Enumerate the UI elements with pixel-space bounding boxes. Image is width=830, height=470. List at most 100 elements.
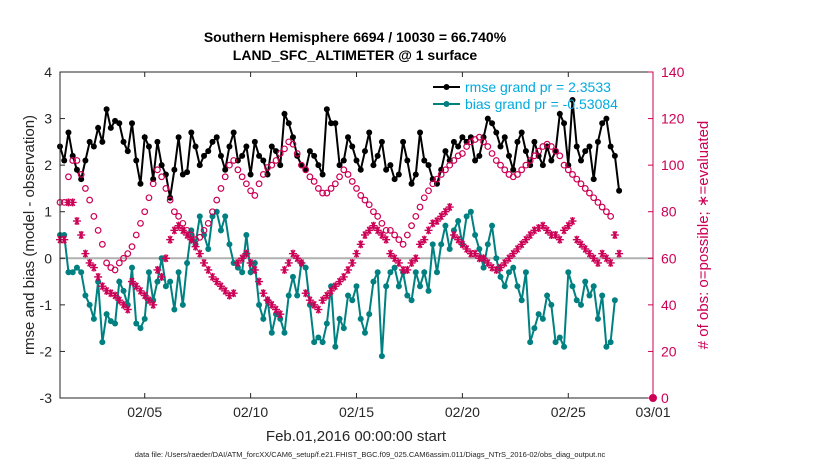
possible-point	[573, 175, 581, 183]
evaluated-point	[200, 258, 209, 267]
data-point	[586, 292, 593, 299]
x-tick-label: 02/10	[233, 404, 268, 420]
possible-point	[65, 173, 72, 181]
possible-point	[137, 219, 144, 227]
evaluated-point	[136, 286, 145, 295]
data-point	[531, 138, 538, 145]
data-point	[383, 166, 390, 173]
evaluated-point	[420, 235, 429, 244]
data-point	[357, 315, 364, 322]
possible-point	[314, 185, 322, 192]
evaluated-point	[589, 254, 598, 263]
possible-point	[399, 240, 407, 248]
possible-point	[166, 196, 174, 204]
possible-point	[437, 171, 445, 178]
evaluated-point	[314, 305, 323, 314]
chart-title: Southern Hemisphere 6694 / 10030 = 66.74…	[204, 29, 507, 45]
possible-point	[514, 171, 521, 178]
evaluated-point	[288, 249, 297, 258]
possible-point	[162, 185, 170, 192]
evaluated-point	[191, 242, 200, 251]
data-point	[243, 232, 250, 238]
possible-point	[531, 152, 538, 160]
possible-point	[552, 147, 559, 155]
data-point	[133, 157, 140, 164]
evaluated-point	[437, 212, 446, 221]
data-point	[315, 334, 322, 341]
y2-tick-label: 0	[661, 390, 669, 406]
possible-point	[535, 147, 543, 155]
possible-point	[319, 189, 327, 197]
evaluated-point	[348, 258, 357, 267]
data-point	[179, 301, 186, 308]
data-point	[531, 325, 538, 332]
data-point	[484, 115, 491, 122]
possible-point	[268, 161, 276, 169]
data-point	[556, 334, 563, 341]
data-point	[484, 241, 491, 248]
data-point	[505, 269, 512, 276]
y-tick-label: 0	[44, 250, 52, 266]
data-point	[497, 273, 504, 280]
data-point	[395, 283, 402, 290]
possible-point	[425, 187, 432, 195]
data-point	[599, 292, 606, 299]
possible-point	[132, 231, 140, 239]
y-tick-label: -2	[40, 343, 53, 359]
data-point	[611, 297, 618, 304]
evaluated-point	[407, 258, 416, 267]
data-point	[315, 162, 322, 169]
possible-point	[306, 173, 314, 181]
possible-point	[196, 233, 204, 241]
possible-point	[293, 150, 301, 157]
data-point	[421, 157, 428, 164]
data-point	[205, 148, 212, 155]
evaluated-point	[310, 300, 319, 309]
data-point	[256, 301, 263, 308]
data-point	[328, 120, 335, 127]
evaluated-point	[144, 296, 153, 305]
evaluated-point	[216, 282, 225, 291]
possible-point	[450, 157, 458, 164]
evaluated-point	[369, 221, 378, 230]
evaluated-point	[454, 235, 463, 244]
data-point	[590, 283, 597, 290]
evaluated-point	[132, 282, 141, 291]
y-tick-label: 2	[44, 157, 52, 173]
evaluated-point	[246, 258, 255, 267]
data-point	[374, 269, 381, 276]
data-point	[565, 269, 572, 276]
possible-point	[141, 208, 149, 216]
y-axis-label: rmse and bias (model - observation)	[21, 115, 38, 355]
data-point	[603, 115, 610, 122]
series-3	[56, 198, 624, 319]
data-point	[569, 96, 576, 103]
data-point	[603, 343, 610, 350]
data-point	[209, 138, 216, 145]
evaluated-point	[382, 235, 391, 244]
y2-tick-label: 140	[661, 64, 685, 80]
data-point	[357, 166, 364, 173]
possible-point	[560, 161, 568, 169]
possible-point	[547, 143, 555, 150]
evaluated-point	[111, 291, 120, 300]
data-point	[514, 138, 521, 145]
data-point	[73, 264, 80, 271]
data-point	[616, 187, 623, 194]
data-point	[544, 292, 551, 299]
evaluated-point	[60, 235, 69, 244]
evaluated-point	[297, 258, 306, 267]
data-point	[311, 339, 318, 346]
evaluated-point	[161, 254, 170, 263]
data-point	[298, 162, 305, 169]
evaluated-point	[606, 258, 615, 267]
evaluated-point	[140, 291, 149, 300]
possible-point	[475, 133, 483, 141]
evaluated-point	[449, 231, 458, 239]
possible-point	[238, 173, 246, 181]
possible-point	[200, 226, 208, 234]
possible-point	[522, 161, 530, 169]
possible-point	[518, 166, 526, 174]
x-tick-label: 02/05	[127, 404, 162, 420]
possible-point	[370, 208, 377, 216]
